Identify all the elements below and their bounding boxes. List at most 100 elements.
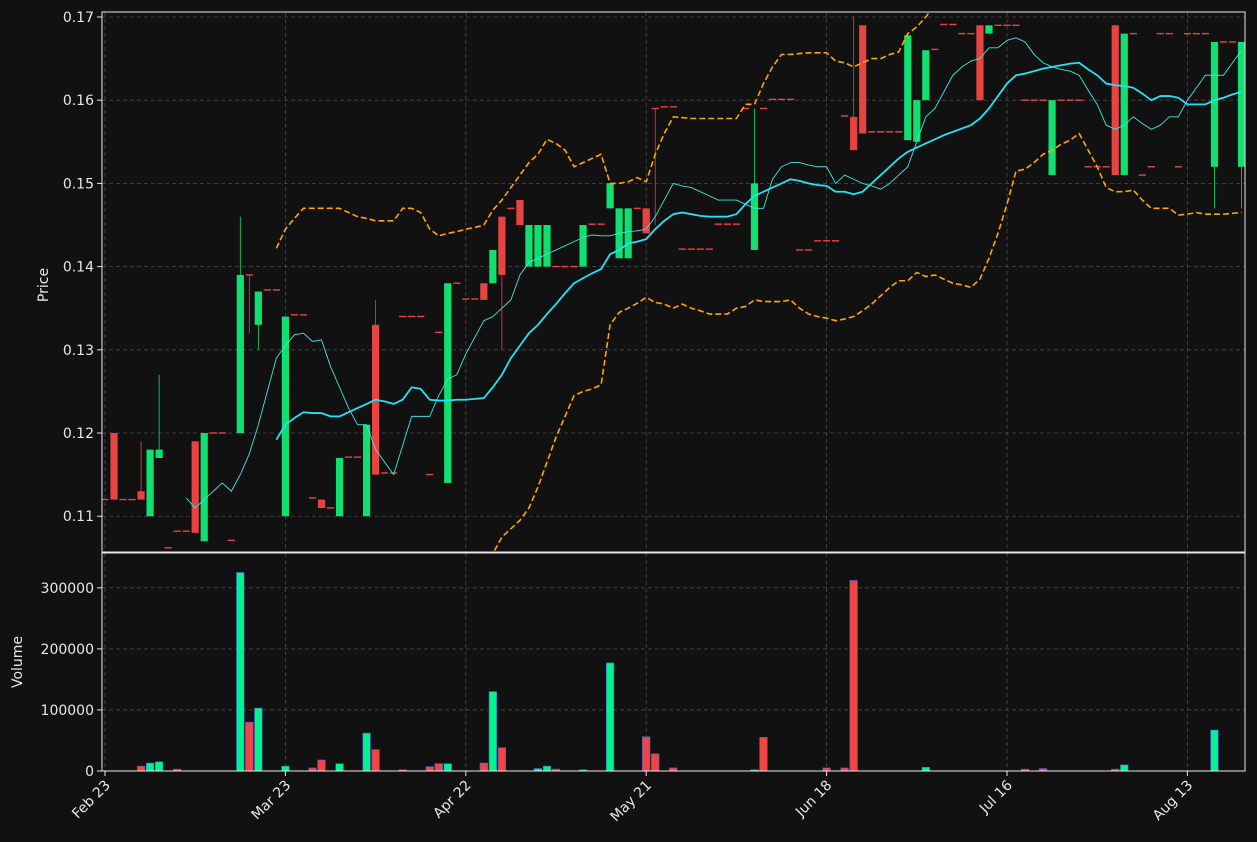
candle-body xyxy=(958,32,966,35)
candle-body xyxy=(696,248,704,250)
candle-body xyxy=(633,207,641,210)
y-tick-label: 0.14 xyxy=(63,260,94,276)
candle-body xyxy=(534,225,542,267)
candle-body xyxy=(732,223,740,225)
volume-bar xyxy=(236,572,245,772)
candle-body xyxy=(687,248,695,250)
volume-bar xyxy=(849,580,858,772)
candle-body xyxy=(750,183,759,250)
candle-body xyxy=(1183,32,1191,35)
candle-body xyxy=(426,473,434,476)
candle-body xyxy=(299,314,308,316)
candle-body xyxy=(308,497,317,499)
volume-bar xyxy=(443,763,452,772)
y-tick-label: 0.12 xyxy=(63,426,94,442)
candle-body xyxy=(1129,32,1137,35)
volume-bar xyxy=(479,762,488,772)
candle-body xyxy=(777,98,786,101)
volume-bar xyxy=(1120,764,1129,772)
volume-bar xyxy=(335,763,344,772)
candle-body xyxy=(281,316,289,517)
candle-body xyxy=(877,131,885,133)
candle-body xyxy=(651,107,659,110)
candle-body xyxy=(1102,166,1110,168)
candle-body xyxy=(1075,99,1083,101)
moving-average xyxy=(275,61,1242,441)
y-tick-label: 0.16 xyxy=(63,93,94,109)
candle-body xyxy=(1210,41,1219,167)
candle-body xyxy=(823,240,831,242)
candle-body xyxy=(507,207,515,210)
indicator-layer xyxy=(185,12,1242,552)
candle-body xyxy=(263,289,271,291)
volume-bar xyxy=(155,761,164,772)
volume-bar xyxy=(281,765,290,772)
candle-body xyxy=(660,106,668,108)
candle-body xyxy=(741,107,750,110)
volume-bar xyxy=(371,749,380,772)
candle-body xyxy=(489,249,497,284)
candle-body xyxy=(1057,99,1065,101)
bollinger-band xyxy=(275,12,931,249)
candle-body xyxy=(516,200,524,226)
y-tick-label: 0 xyxy=(85,764,94,780)
candle-body xyxy=(209,432,217,434)
candle-body xyxy=(832,240,840,242)
candle-body xyxy=(795,249,804,251)
candle-body xyxy=(705,248,713,250)
candle-body xyxy=(1030,99,1038,101)
candle-body xyxy=(841,115,849,117)
volume-bar xyxy=(146,762,155,772)
candle-body xyxy=(1138,174,1146,176)
volume-bar xyxy=(136,765,146,772)
candle-body xyxy=(813,240,822,242)
candle-body xyxy=(317,499,326,508)
candle-body xyxy=(435,331,443,334)
candle-body xyxy=(678,248,686,250)
candle-body xyxy=(994,24,1002,27)
candle-body xyxy=(868,131,876,133)
candle-body xyxy=(1201,32,1210,35)
candle-body xyxy=(940,23,948,26)
volume-bar xyxy=(642,736,651,772)
volume-bar xyxy=(497,747,506,772)
candle-body xyxy=(245,274,253,276)
candle-body xyxy=(110,433,118,500)
candle-body xyxy=(714,223,722,225)
candle-body xyxy=(227,539,235,542)
candle-body xyxy=(850,116,858,151)
candle-body xyxy=(886,131,894,133)
candle-body xyxy=(768,98,777,101)
candle-body xyxy=(804,249,813,251)
candle-body xyxy=(904,35,912,141)
y-tick-label: 0.11 xyxy=(63,509,94,525)
candle-body xyxy=(624,208,632,259)
volume-bar xyxy=(254,707,263,772)
candle-body xyxy=(1021,99,1029,101)
candle-body xyxy=(949,23,957,26)
moving-average xyxy=(185,37,1242,509)
volume-bar xyxy=(921,767,930,772)
candle-body xyxy=(1174,166,1182,168)
candle-body xyxy=(353,456,362,458)
candle-body xyxy=(326,507,335,509)
candle-body xyxy=(498,216,506,275)
candle-body xyxy=(146,449,154,517)
y-tick-label: 100000 xyxy=(41,703,94,719)
candle-body xyxy=(362,424,371,517)
candle-body xyxy=(254,291,262,325)
candle-body xyxy=(570,265,578,268)
candle-body xyxy=(164,547,172,549)
candle-body xyxy=(453,282,461,284)
candle-body xyxy=(1039,99,1047,101)
candle-body xyxy=(1147,166,1155,168)
candle-body xyxy=(1192,32,1201,35)
volume-bar xyxy=(542,765,552,772)
candle-body xyxy=(200,433,208,542)
candle-body xyxy=(191,441,199,533)
volume-bar xyxy=(1210,729,1219,772)
candle-body xyxy=(931,48,939,51)
